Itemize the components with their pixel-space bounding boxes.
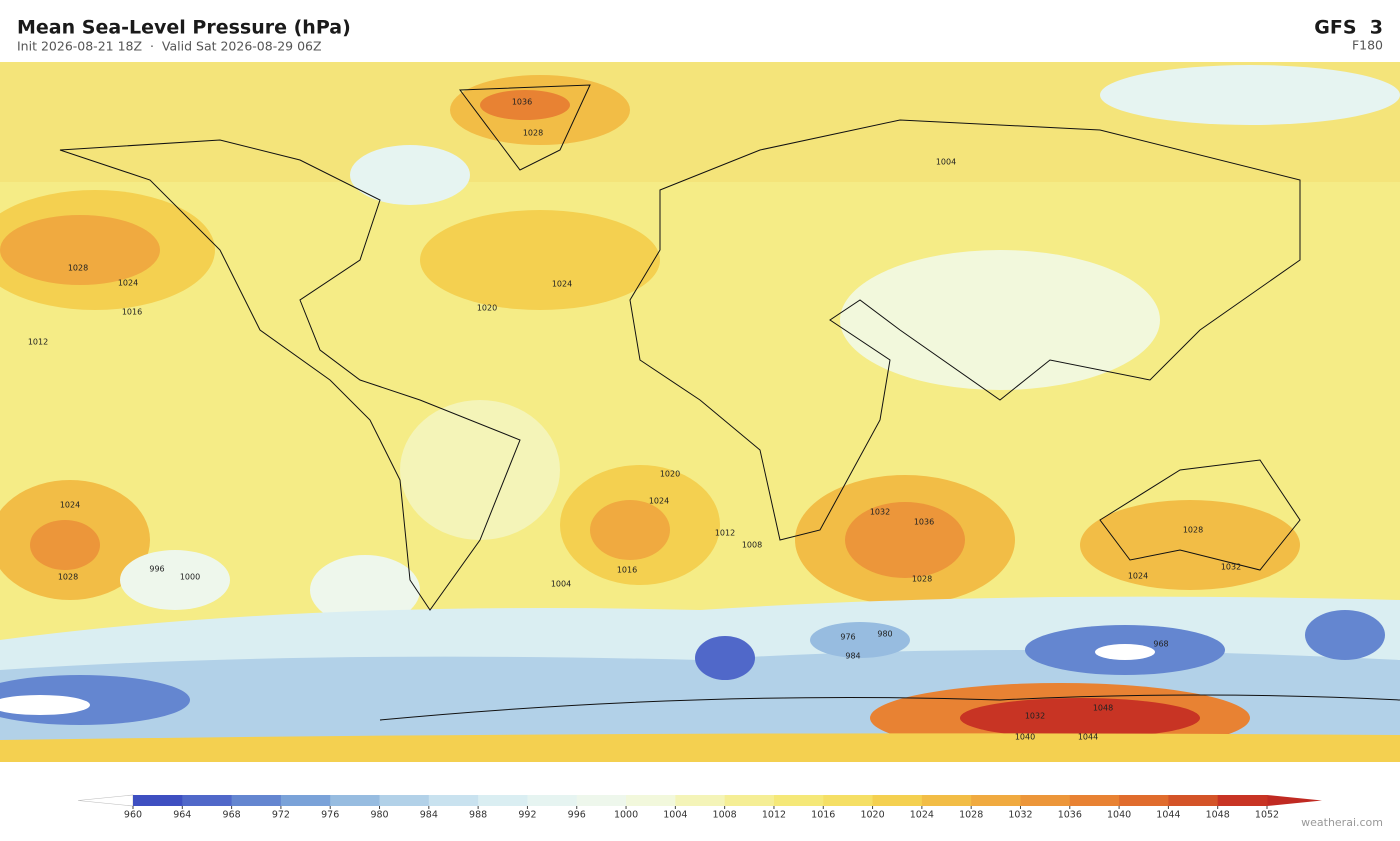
colorbar-tick-label: 992 <box>518 810 536 821</box>
colorbar-tick-label: 984 <box>420 810 438 821</box>
contour-label: 996 <box>149 565 164 574</box>
contour-label: 968 <box>1153 640 1168 649</box>
colorbar-swatch <box>1119 795 1169 806</box>
colorbar-tick-label: 1016 <box>811 810 835 821</box>
forecast-hour: F180 <box>1352 38 1383 53</box>
colorbar-swatch <box>1217 795 1268 806</box>
contour-label: 1028 <box>523 129 543 138</box>
title: Mean Sea-Level Pressure (hPa) <box>17 17 351 39</box>
colorbar-tick-label: 976 <box>321 810 339 821</box>
contour-label: 1024 <box>552 280 572 289</box>
colorbar-swatch <box>576 795 627 806</box>
contour-label: 1028 <box>1183 526 1203 535</box>
contour-label: 1024 <box>60 501 80 510</box>
contour-label: 1032 <box>1221 563 1241 572</box>
contour-label: 984 <box>845 652 860 661</box>
colorbar-tick-label: 972 <box>272 810 290 821</box>
contour-label: 1028 <box>912 575 932 584</box>
coastlines <box>59 84 1400 721</box>
colorbar-tick-label: 968 <box>223 810 241 821</box>
colorbar-swatch <box>921 795 972 806</box>
contour-label: 1012 <box>28 338 48 347</box>
colorbar: 960 964 968 972 976 980 984 988 992 996 1000 1004 10… <box>77 794 1322 821</box>
colorbar-swatch <box>379 795 430 806</box>
contour-label: 1028 <box>58 573 78 582</box>
contour-label: 1012 <box>715 529 735 538</box>
contour-label: 1032 <box>1025 712 1045 721</box>
contour-label: 1024 <box>1128 572 1148 581</box>
contour-label: 1016 <box>617 566 637 575</box>
contour-label: 1020 <box>660 470 680 479</box>
contour-label: 1040 <box>1015 733 1035 742</box>
contour-label: 1020 <box>477 304 497 313</box>
colorbar-under <box>77 794 134 807</box>
colorbar-tick-label: 1008 <box>713 810 737 821</box>
colorbar-swatch <box>280 795 331 806</box>
contour-label: 1044 <box>1078 733 1098 742</box>
contour-label: 1004 <box>551 580 571 589</box>
pressure-field <box>0 62 1400 762</box>
colorbar-tick-label: 1052 <box>1255 810 1279 821</box>
colorbar-swatch <box>527 795 578 806</box>
colorbar-tick-label: 1004 <box>663 810 687 821</box>
colorbar-swatch <box>971 795 1021 806</box>
colorbar-swatch <box>675 795 726 806</box>
contour-label: 1032 <box>870 508 890 517</box>
colorbar-swatch <box>231 795 282 806</box>
colorbar-tick-label: 988 <box>469 810 487 821</box>
colorbar-tick-label: 964 <box>173 810 191 821</box>
colorbar-swatch <box>872 795 923 806</box>
colorbar-tick-label: 996 <box>568 810 586 821</box>
colorbar-swatch <box>773 795 824 806</box>
contour-label: 1036 <box>512 98 532 107</box>
colorbar-over <box>1267 795 1322 806</box>
colorbar-swatch <box>626 795 676 806</box>
colorbar-swatch <box>1069 795 1120 806</box>
colorbar-tick-label: 980 <box>370 810 388 821</box>
colorbar-swatch <box>724 795 775 806</box>
contour-label: 1028 <box>68 264 88 273</box>
colorbar-swatch <box>133 795 183 806</box>
contour-label: 1024 <box>649 497 669 506</box>
subtitle: Init 2026-08-21 18Z · Valid Sat 2026-08-… <box>17 39 322 54</box>
contour-label: 1000 <box>180 573 200 582</box>
colorbar-swatch <box>478 795 528 806</box>
colorbar-swatch <box>428 795 479 806</box>
colorbar-swatch <box>823 795 874 806</box>
colorbar-tick-label: 1000 <box>614 810 638 821</box>
contour-label: 1048 <box>1093 704 1113 713</box>
colorbar-tick-label: 1024 <box>910 810 934 821</box>
map: 1028 1024 1016 1012 1024 1020 1036 1028 1004 1024… <box>0 62 1400 762</box>
colorbar-tick-label: 1012 <box>762 810 786 821</box>
colorbar-tick-label: 1040 <box>1107 810 1131 821</box>
contour-label: 976 <box>840 633 855 642</box>
colorbar-tick-label: 1020 <box>860 810 884 821</box>
contour-label: 1036 <box>914 518 934 527</box>
watermark: weatherai.com <box>1301 816 1383 829</box>
model: GFS 3 <box>1314 17 1383 39</box>
contour-label: 980 <box>877 630 892 639</box>
colorbar-swatch <box>330 795 381 806</box>
colorbar-tick-label: 1048 <box>1206 810 1230 821</box>
colorbar-swatch <box>1168 795 1219 806</box>
colorbar-tick-label: 960 <box>124 810 142 821</box>
colorbar-swatch <box>1020 795 1071 806</box>
contour-label: 1004 <box>936 158 956 167</box>
colorbar-tick-label: 1028 <box>959 810 983 821</box>
colorbar-tick-label: 1036 <box>1058 810 1082 821</box>
contour-label: 1008 <box>742 541 762 550</box>
contour-label: 1016 <box>122 308 142 317</box>
contour-label: 1024 <box>118 279 138 288</box>
colorbar-tick-label: 1032 <box>1008 810 1032 821</box>
colorbar-swatch <box>182 795 233 806</box>
colorbar-tick-label: 1044 <box>1156 810 1180 821</box>
